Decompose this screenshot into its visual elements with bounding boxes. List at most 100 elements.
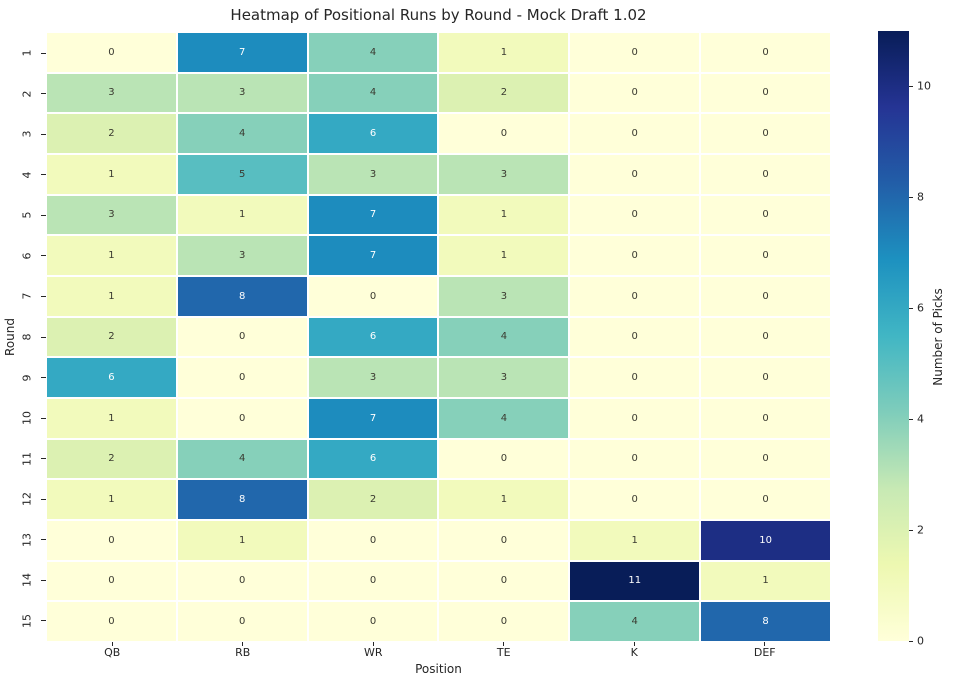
heatmap-cell-r7-te: 3: [439, 277, 569, 316]
heatmap-cell-r2-te: 2: [439, 73, 569, 113]
heatmap-cell-r14-rb: 0: [177, 561, 307, 601]
colorbar-tick-label: 2: [917, 523, 924, 537]
heatmap-cell-r8-rb: 0: [177, 317, 307, 357]
heatmap-cell-r11-rb: 4: [177, 439, 307, 479]
heatmap-cell-r12-wr: 2: [308, 480, 438, 519]
heatmap-cell-r13-k: 1: [570, 521, 700, 560]
y-tick-label: 3: [20, 130, 34, 138]
colorbar-tick-label: 6: [917, 301, 924, 315]
y-tick-label: 5: [20, 211, 34, 219]
colorbar-tick-mark: [909, 85, 913, 87]
colorbar: [878, 31, 909, 641]
heatmap-cell-r5-te: 1: [439, 195, 569, 235]
y-tick-mark: [41, 214, 46, 216]
x-tick-mark: [242, 642, 244, 646]
y-tick-mark: [41, 539, 46, 541]
heatmap-cell-r7-k: 0: [570, 277, 700, 316]
y-tick-mark: [41, 620, 46, 622]
heatmap-cell-r10-k: 0: [570, 399, 700, 438]
heatmap-cell-r1-wr: 4: [308, 33, 438, 72]
heatmap-cell-r5-wr: 7: [308, 195, 438, 235]
heatmap-cell-r11-def: 0: [701, 439, 830, 479]
heatmap-cell-r15-k: 4: [570, 602, 700, 641]
heatmap-cell-r6-def: 0: [701, 236, 830, 275]
y-tick-mark: [41, 579, 46, 581]
heatmap-cell-r7-wr: 0: [308, 277, 438, 316]
y-tick-label: 11: [20, 451, 34, 466]
heatmap-cell-r14-def: 1: [701, 561, 830, 601]
heatmap-cell-r5-qb: 3: [47, 195, 176, 235]
heatmap-cell-r10-te: 4: [439, 399, 569, 438]
heatmap-cell-r8-te: 4: [439, 317, 569, 357]
y-tick-label: 10: [20, 411, 34, 426]
x-tick-label: DEF: [753, 646, 776, 659]
colorbar-tick-mark: [909, 640, 913, 642]
heatmap-cell-r9-rb: 0: [177, 358, 307, 397]
heatmap-cell-r10-qb: 1: [47, 399, 176, 438]
heatmap-cell-r15-rb: 0: [177, 602, 307, 641]
colorbar-tick-label: 4: [917, 412, 924, 426]
heatmap-cell-r15-te: 0: [439, 602, 569, 641]
heatmap-cell-r3-def: 0: [701, 114, 830, 153]
y-tick-mark: [41, 295, 46, 297]
heatmap-cell-r15-qb: 0: [47, 602, 176, 641]
heatmap-cell-r11-te: 0: [439, 439, 569, 479]
heatmap-cell-r6-qb: 1: [47, 236, 176, 275]
heatmap-cell-r3-qb: 2: [47, 114, 176, 153]
heatmap-cell-r2-rb: 3: [177, 73, 307, 113]
heatmap-cell-r11-k: 0: [570, 439, 700, 479]
heatmap-cell-r10-rb: 0: [177, 399, 307, 438]
heatmap-cell-r14-qb: 0: [47, 561, 176, 601]
heatmap-cell-r3-wr: 6: [308, 114, 438, 153]
heatmap-cell-r13-wr: 0: [308, 521, 438, 560]
x-tick-label: QB: [104, 646, 121, 659]
y-tick-label: 4: [20, 171, 34, 179]
heatmap-cell-r4-wr: 3: [308, 155, 438, 194]
y-tick-mark: [41, 93, 46, 95]
heatmap-cell-r12-def: 0: [701, 480, 830, 519]
x-tick-label: TE: [496, 646, 511, 659]
y-tick-mark: [41, 255, 46, 257]
y-tick-label: 15: [20, 613, 34, 628]
y-tick-mark: [41, 133, 46, 135]
heatmap-cell-r12-te: 1: [439, 480, 569, 519]
x-axis-label: Position: [415, 662, 462, 676]
heatmap-cell-r2-def: 0: [701, 73, 830, 113]
x-tick-label: WR: [363, 646, 383, 659]
heatmap-cell-r11-qb: 2: [47, 439, 176, 479]
heatmap-cell-r2-wr: 4: [308, 73, 438, 113]
heatmap-cell-r8-def: 0: [701, 317, 830, 357]
heatmap-cell-r15-wr: 0: [308, 602, 438, 641]
y-axis-label: Round: [3, 318, 17, 356]
heatmap-cell-r13-rb: 1: [177, 521, 307, 560]
y-tick-label: 14: [20, 573, 34, 588]
heatmap-cell-r6-wr: 7: [308, 236, 438, 275]
heatmap-cell-r7-def: 0: [701, 277, 830, 316]
y-tick-mark: [41, 498, 46, 500]
x-tick-label: K: [630, 646, 638, 659]
x-tick-mark: [633, 642, 635, 646]
heatmap-cell-r13-te: 0: [439, 521, 569, 560]
heatmap-cell-r9-def: 0: [701, 358, 830, 397]
heatmap-cell-r14-te: 0: [439, 561, 569, 601]
heatmap-cell-r1-def: 0: [701, 33, 830, 72]
y-tick-label: 13: [20, 532, 34, 547]
x-tick-mark: [764, 642, 766, 646]
heatmap-cell-r4-def: 0: [701, 155, 830, 194]
heatmap-cell-r11-wr: 6: [308, 439, 438, 479]
x-tick-mark: [111, 642, 113, 646]
heatmap-cell-r10-wr: 7: [308, 399, 438, 438]
heatmap-cell-r1-te: 1: [439, 33, 569, 72]
heatmap-cell-r14-wr: 0: [308, 561, 438, 601]
colorbar-tick-mark: [909, 529, 913, 531]
heatmap-cell-r6-te: 1: [439, 236, 569, 275]
heatmap-cell-r1-k: 0: [570, 33, 700, 72]
y-tick-mark: [41, 417, 46, 419]
heatmap-cell-r12-rb: 8: [177, 480, 307, 519]
colorbar-tick-mark: [909, 307, 913, 309]
heatmap-cell-r3-k: 0: [570, 114, 700, 153]
chart-title: Heatmap of Positional Runs by Round - Mo…: [230, 6, 647, 24]
y-tick-label: 12: [20, 492, 34, 507]
heatmap-cell-r8-k: 0: [570, 317, 700, 357]
